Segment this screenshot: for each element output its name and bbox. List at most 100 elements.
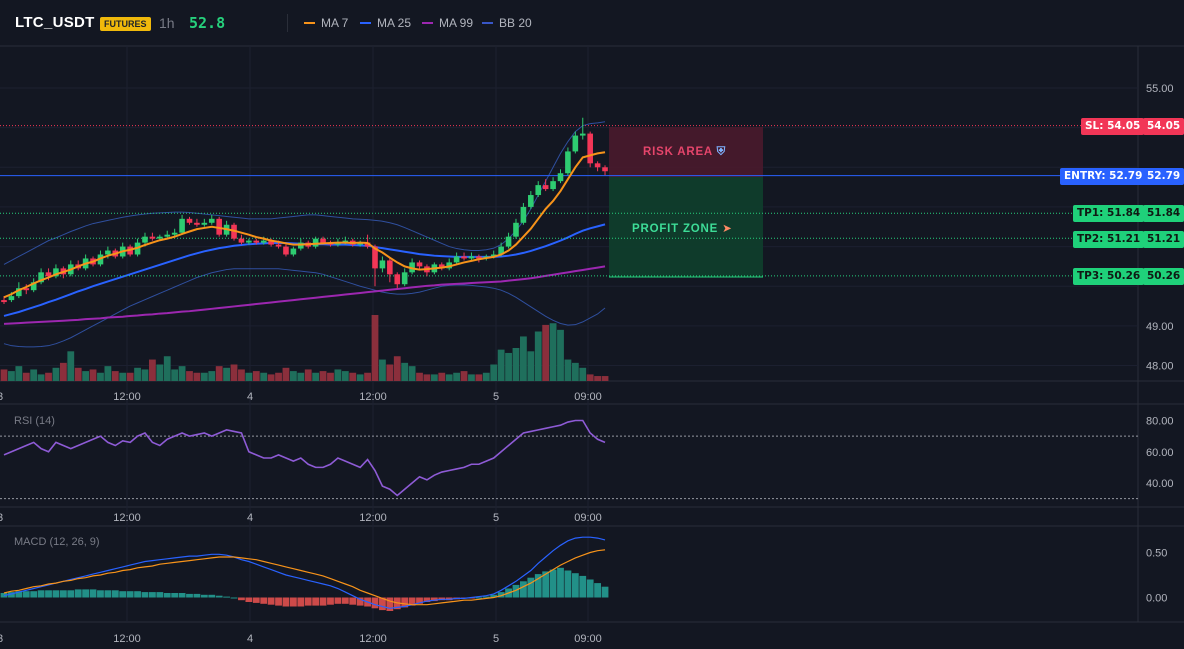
legend-ma99[interactable]: MA 99 — [422, 16, 473, 30]
rsi-tick-label: 80.00 — [1146, 416, 1174, 428]
candle-body — [438, 264, 445, 269]
macd-histogram-bar — [104, 590, 112, 598]
risk-area-zone — [609, 127, 763, 177]
time-tick-label: 12:00 — [113, 633, 141, 645]
macd-histogram-bar — [74, 589, 82, 598]
volume-bar — [97, 372, 104, 381]
profit-zone-label: PROFIT ZONE ➤ — [632, 221, 733, 235]
timeframe-label[interactable]: 1h — [159, 15, 175, 31]
profit-zone — [609, 177, 763, 277]
tp1-price-tag: 51.84 — [1143, 205, 1184, 222]
candle-body — [149, 236, 156, 239]
macd-histogram-bar — [282, 597, 290, 607]
macd-histogram-bar — [45, 590, 52, 598]
candle-body — [283, 246, 289, 255]
candle-body — [23, 288, 30, 291]
macd-histogram-bar — [312, 597, 320, 606]
legend-bb20[interactable]: BB 20 — [482, 16, 532, 30]
candle-body — [238, 238, 245, 243]
volume-bar — [245, 372, 253, 381]
macd-histogram-bar — [571, 573, 579, 598]
volume-bar — [564, 359, 572, 381]
macd-histogram-bar — [356, 597, 364, 606]
macd-histogram-bar — [334, 597, 342, 604]
last-price: 52.8 — [189, 14, 226, 32]
volume-bar — [512, 348, 520, 381]
volume-bar — [341, 371, 349, 381]
macd-histogram-bar — [430, 597, 438, 602]
candle-body — [53, 268, 59, 277]
rsi-line — [3, 419, 606, 497]
macd-histogram-bar — [171, 593, 179, 598]
macd-histogram-bar — [134, 591, 141, 598]
tp3-tag: TP3: 50.26 — [1073, 268, 1145, 285]
time-tick-label: 09:00 — [574, 391, 602, 403]
macd-histogram-bar — [97, 590, 104, 598]
volume-bar — [67, 351, 75, 381]
macd-histogram-bar — [149, 592, 156, 598]
macd-histogram-bar — [141, 592, 149, 598]
profit-zone-text: PROFIT ZONE — [632, 223, 719, 235]
time-tick-label: 3 — [0, 633, 3, 645]
volume-bar — [178, 366, 186, 381]
macd-histogram-bar — [82, 589, 90, 598]
volume-bar — [22, 372, 30, 381]
volume-bar — [200, 372, 208, 381]
volume-bar — [238, 369, 245, 381]
candle-body — [186, 218, 193, 223]
volume-bar — [527, 351, 535, 381]
volume-bar — [408, 366, 416, 381]
volume-bar — [252, 371, 260, 381]
time-tick-label: 12:00 — [113, 512, 141, 524]
volume-bar — [453, 372, 461, 381]
macd-histogram-bar — [512, 584, 520, 598]
candle-body — [557, 173, 564, 182]
volume-bar — [371, 315, 379, 381]
bb-lower-line — [3, 268, 606, 348]
time-tick-label: 09:00 — [574, 633, 602, 645]
ma7-line — [3, 151, 606, 299]
macd-histogram-bar — [520, 581, 527, 598]
candle-body — [453, 256, 460, 263]
volume-bar — [445, 374, 453, 381]
volume-bar — [505, 352, 512, 381]
macd-histogram-bar — [111, 590, 119, 598]
candle-body — [468, 256, 475, 259]
ma99-swatch — [422, 22, 433, 24]
candle-body — [594, 163, 601, 168]
macd-histogram-bar — [52, 590, 60, 598]
time-tick-label: 5 — [493, 391, 499, 403]
volume-bar — [171, 369, 179, 381]
candle-body — [498, 246, 504, 255]
candle-body — [535, 185, 542, 196]
volume-bar — [141, 369, 149, 381]
candle-body — [179, 218, 185, 233]
candle-body — [208, 218, 215, 223]
price-tick-label: 55.00 — [1146, 83, 1174, 95]
volume-bar — [586, 374, 594, 381]
rsi-tick-label: 60.00 — [1146, 447, 1174, 459]
candle-body — [364, 242, 371, 247]
symbol-label[interactable]: LTC_USDT — [15, 14, 95, 31]
macd-histogram-bar — [37, 590, 45, 598]
volume-bar — [356, 374, 364, 381]
macd-histogram-bar — [327, 597, 334, 605]
macd-histogram-bar — [186, 593, 193, 598]
macd-histogram-bar — [601, 586, 609, 598]
candle-body — [372, 246, 378, 269]
volume-bar — [497, 349, 505, 381]
ma99-label: MA 99 — [439, 16, 474, 30]
candle-body — [268, 240, 274, 245]
volume-bar — [475, 374, 483, 381]
volume-bar — [149, 359, 156, 381]
macd-histogram-bar — [490, 594, 498, 598]
legend-ma7[interactable]: MA 7 — [304, 16, 348, 30]
bb20-swatch — [482, 22, 493, 24]
volume-bar — [401, 362, 409, 381]
time-tick-label: 4 — [247, 391, 253, 403]
volume-bar — [215, 366, 223, 381]
shield-icon: ⛨ — [716, 146, 727, 158]
legend-ma25[interactable]: MA 25 — [360, 16, 411, 30]
volume-bar — [379, 359, 386, 381]
